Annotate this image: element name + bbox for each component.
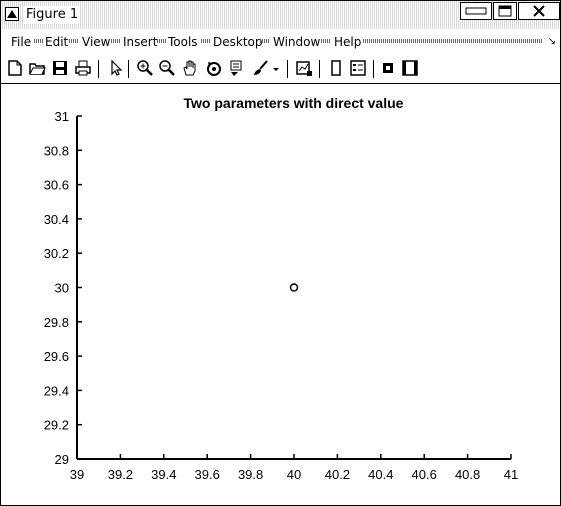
y-tick-label: 30.6: [44, 178, 69, 193]
window-title: Figure 1: [24, 6, 81, 24]
figure-canvas: Two parameters with direct value 39 39.2 3…: [1, 84, 560, 504]
menu-edit[interactable]: Edit: [45, 35, 69, 49]
data-points: [289, 283, 299, 292]
y-tick-label: 30.2: [44, 246, 69, 261]
matlab-figure-icon: [5, 7, 19, 21]
menu-separator: [157, 39, 167, 43]
scatter-plot[interactable]: 39 39.2 39.4 39.6 39.8 40 40.2 40.4 40.6 40.8 41 29…: [1, 84, 560, 504]
menu-separator: [111, 39, 121, 43]
y-tick-label: 29.2: [44, 418, 69, 433]
y-tick-label: 29: [55, 452, 69, 467]
ticks: 39 39.2 39.4 39.6 39.8 40 40.2 40.4 40.6 40.8 41 29…: [44, 109, 519, 482]
y-tick-label: 29.8: [44, 315, 69, 330]
save-icon[interactable]: [51, 59, 69, 77]
data-point: [289, 283, 299, 292]
minimize-button[interactable]: [460, 2, 492, 20]
brush-icon[interactable]: [252, 59, 270, 77]
insert-colorbar-icon[interactable]: [327, 59, 345, 77]
x-tick-label: 40: [287, 467, 301, 482]
title-bar[interactable]: Figure 1: [1, 1, 560, 29]
toolbar-divider: [373, 60, 374, 78]
y-tick-label: 30.8: [44, 143, 69, 158]
double-chevron-icon[interactable]: ↘: [547, 36, 556, 47]
x-tick-label: 39.8: [238, 467, 263, 482]
menu-separator: [201, 39, 211, 43]
figure-toolbar: [1, 55, 560, 84]
zoom-out-icon[interactable]: [158, 59, 176, 77]
open-file-icon[interactable]: [28, 59, 46, 77]
toolbar-divider: [319, 60, 320, 78]
menu-separator: [69, 39, 79, 43]
menu-bar: File Edit View Insert Tools Desktop Wind…: [1, 31, 560, 53]
y-tick-label: 29.6: [44, 349, 69, 364]
data-cursor-icon[interactable]: [228, 59, 246, 77]
hide-plot-tools-icon[interactable]: [379, 59, 397, 77]
y-tick-label: 29.4: [44, 383, 69, 398]
menu-separator: [34, 39, 44, 43]
close-button[interactable]: [518, 2, 560, 20]
toolbar-divider: [287, 60, 288, 78]
menu-separator: [321, 39, 331, 43]
pan-hand-icon[interactable]: [181, 59, 199, 77]
rotate-3d-icon[interactable]: [205, 59, 223, 77]
maximize-button[interactable]: [493, 2, 517, 20]
x-tick-label: 39.2: [108, 467, 133, 482]
plot-title: Two parameters with direct value: [183, 95, 404, 111]
menu-file[interactable]: File: [11, 35, 32, 49]
toolbar-divider: [98, 60, 99, 78]
brush-dropdown-icon[interactable]: [271, 59, 281, 77]
x-tick-label: 40.4: [368, 467, 393, 482]
show-plot-tools-icon[interactable]: [401, 59, 419, 77]
toolbar-divider: [128, 60, 129, 78]
menu-view[interactable]: View: [82, 35, 111, 49]
x-tick-label: 40.8: [455, 467, 480, 482]
x-tick-label: 39: [70, 467, 84, 482]
menu-tools[interactable]: Tools: [168, 35, 198, 49]
x-tick-label: 40.2: [325, 467, 350, 482]
x-tick-label: 41: [504, 467, 518, 482]
menu-window[interactable]: Window: [273, 35, 321, 49]
menu-insert[interactable]: Insert: [123, 35, 158, 49]
x-tick-label: 39.6: [195, 467, 220, 482]
x-tick-label: 40.6: [412, 467, 437, 482]
print-icon[interactable]: [74, 59, 92, 77]
new-figure-icon[interactable]: [6, 59, 24, 77]
zoom-in-icon[interactable]: [136, 59, 154, 77]
y-tick-label: 30: [55, 281, 69, 296]
link-plot-icon[interactable]: [295, 59, 313, 77]
y-tick-label: 31: [55, 109, 69, 124]
menu-desktop[interactable]: Desktop: [213, 35, 263, 49]
menu-separator: [260, 39, 270, 43]
x-tick-label: 39.4: [151, 467, 176, 482]
insert-legend-icon[interactable]: [349, 59, 367, 77]
axes: [76, 116, 511, 460]
y-tick-label: 30.4: [44, 212, 69, 227]
edit-plot-arrow-icon[interactable]: [106, 59, 124, 77]
menu-help[interactable]: Help: [334, 35, 362, 49]
menu-separator: [363, 39, 543, 43]
